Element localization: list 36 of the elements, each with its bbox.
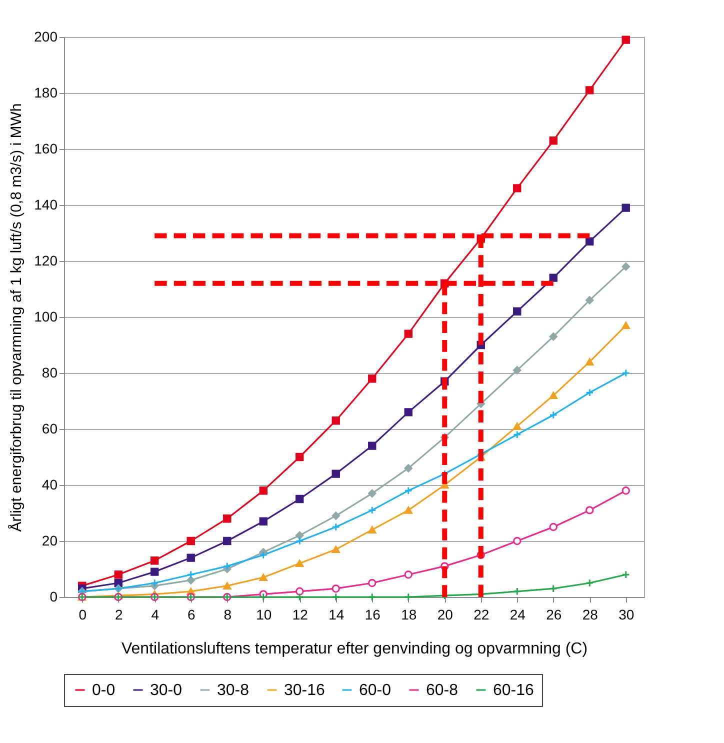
- y-tick-label: 100: [34, 308, 58, 324]
- x-tick-label: 12: [292, 606, 308, 622]
- x-tick-label: 26: [546, 606, 562, 622]
- legend-label: 0-0: [92, 682, 116, 699]
- x-tick-label: 16: [364, 606, 381, 622]
- x-tick-label: 2: [114, 606, 123, 622]
- x-tick-label: 4: [151, 606, 160, 622]
- legend-label: 60-0: [359, 682, 392, 699]
- legend-label: 30-0: [150, 682, 182, 699]
- y-tick-label: 40: [42, 476, 58, 492]
- x-tick-label: 18: [401, 606, 417, 622]
- y-axis-title: Årligt energiforbrug til opvarmning af 1 kg luft/s (0,8 m3/s) i MWh: [7, 103, 26, 532]
- x-tick-label: 0: [78, 606, 87, 622]
- x-tick-label: 10: [256, 606, 272, 622]
- legend-label: 60-16: [493, 682, 534, 699]
- legend-label: 30-8: [217, 682, 250, 699]
- x-tick-label: 20: [437, 606, 454, 622]
- x-tick-label: 22: [474, 606, 490, 622]
- x-tick-label: 8: [224, 606, 232, 622]
- y-tick-label: 200: [34, 28, 58, 44]
- x-tick-label: 28: [582, 606, 598, 622]
- x-tick-label: 30: [618, 606, 634, 622]
- x-tick-label: 14: [328, 606, 344, 622]
- x-tick-label: 6: [187, 606, 196, 622]
- y-tick-label: 180: [34, 84, 58, 100]
- legend-label: 30-16: [284, 682, 326, 699]
- x-axis-title: Ventilationsluftens temperatur efter genvinding og opvarmning (C): [121, 640, 588, 658]
- y-tick-label: 140: [34, 196, 58, 212]
- y-tick-label: 80: [42, 364, 58, 380]
- y-tick-label: 60: [42, 420, 58, 436]
- y-tick-label: 20: [42, 532, 58, 548]
- y-tick-label: 120: [34, 252, 58, 268]
- x-tick-label: 24: [510, 606, 526, 622]
- y-tick-label: 0: [50, 588, 58, 604]
- y-tick-label: 160: [34, 140, 58, 156]
- legend-label: 60-8: [426, 682, 458, 699]
